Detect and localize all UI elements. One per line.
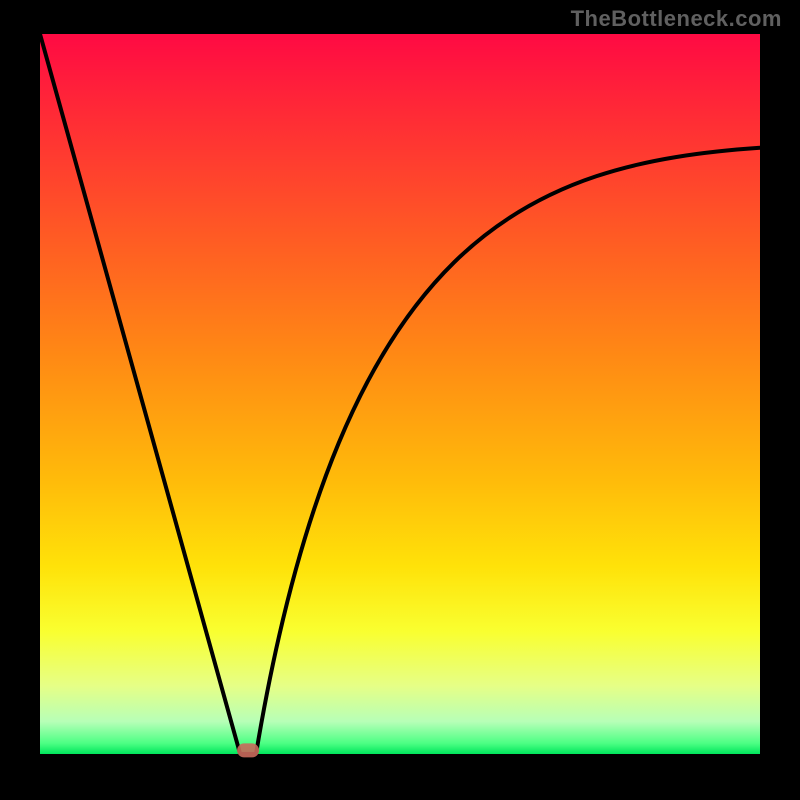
watermark-label: TheBottleneck.com bbox=[571, 6, 782, 32]
bottleneck-chart bbox=[0, 0, 800, 800]
optimum-marker bbox=[237, 743, 259, 757]
plot-background bbox=[40, 34, 760, 754]
chart-container: TheBottleneck.com bbox=[0, 0, 800, 800]
